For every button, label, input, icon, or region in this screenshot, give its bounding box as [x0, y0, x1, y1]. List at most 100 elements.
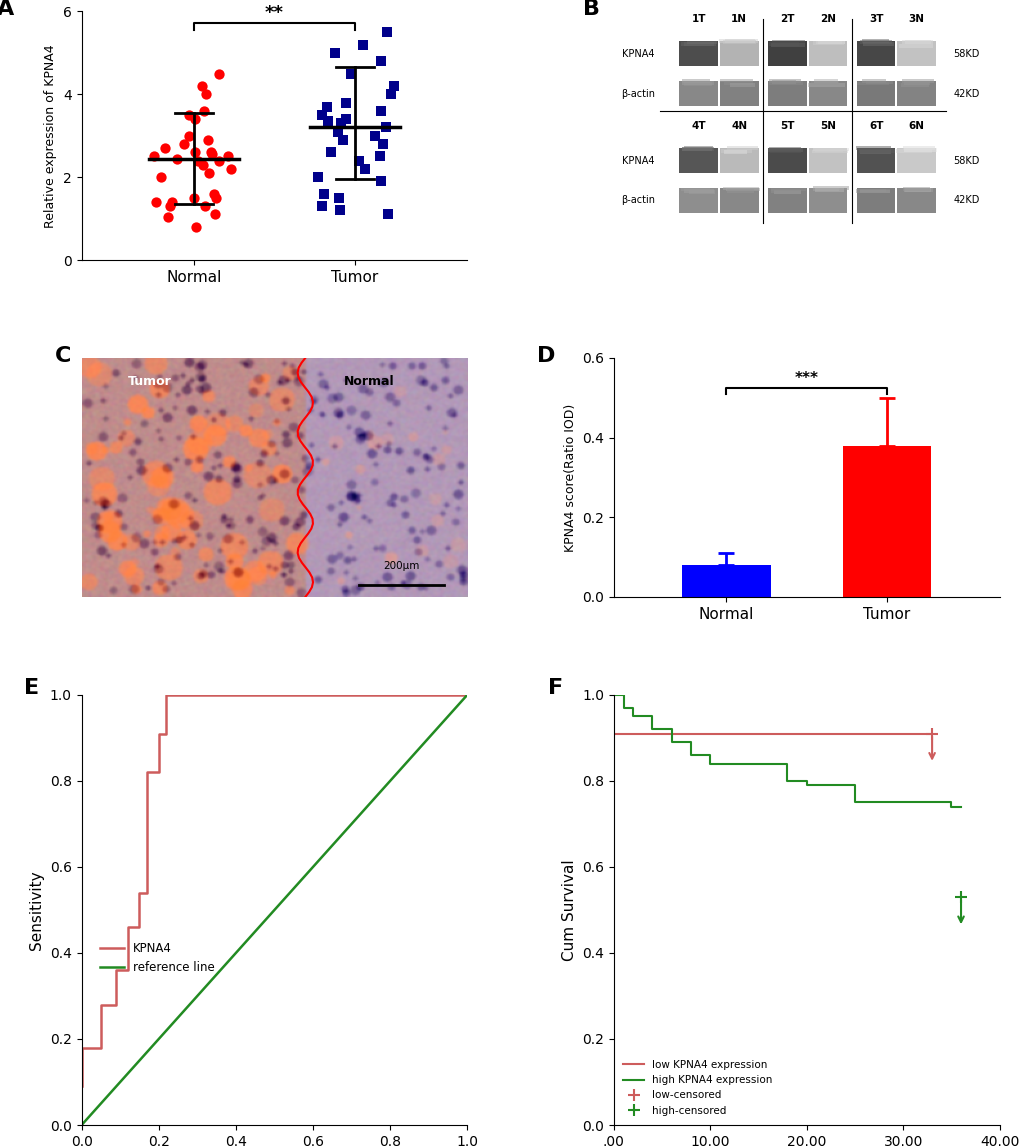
Bar: [897, 148, 935, 173]
Bar: [859, 150, 890, 154]
Bar: [903, 148, 936, 152]
Point: [334, 131, 351, 149]
Text: 2N: 2N: [819, 14, 836, 24]
Bar: [767, 82, 803, 85]
Y-axis label: KPNA4 score(Ratio IOD): KPNA4 score(Ratio IOD): [564, 403, 576, 551]
Text: 58KD: 58KD: [953, 48, 978, 59]
Bar: [688, 189, 714, 194]
Point: [310, 168, 326, 186]
Bar: [901, 79, 933, 83]
Text: KPNA4: KPNA4: [621, 156, 653, 165]
Point: [219, 147, 235, 165]
Point: [373, 172, 389, 191]
Bar: [842, 445, 930, 597]
Bar: [679, 82, 717, 106]
Bar: [858, 149, 895, 153]
Bar: [684, 189, 713, 193]
Bar: [719, 82, 758, 106]
Bar: [859, 189, 890, 194]
Bar: [813, 79, 837, 83]
Bar: [767, 148, 802, 152]
Point: [206, 185, 222, 203]
KPNA4: [160, 688, 172, 701]
Point: [332, 201, 348, 219]
Point: [222, 160, 238, 178]
Point: [377, 118, 393, 137]
Line: high KPNA4 expression: high KPNA4 expression: [613, 695, 960, 807]
Bar: [719, 148, 758, 173]
Bar: [898, 44, 931, 47]
KPNA4: [210, 688, 222, 701]
Bar: [723, 82, 753, 85]
Bar: [683, 42, 713, 46]
Point: [153, 168, 169, 186]
Text: β-actin: β-actin: [621, 88, 655, 99]
Point: [195, 156, 211, 174]
Bar: [812, 188, 839, 192]
Bar: [682, 147, 713, 152]
KPNA4: [121, 921, 133, 934]
Bar: [726, 188, 759, 192]
Point: [322, 144, 338, 162]
high KPNA4 expression: [607, 688, 620, 701]
Text: 5N: 5N: [819, 121, 836, 131]
Bar: [769, 149, 800, 154]
Point: [211, 152, 227, 170]
Text: 42KD: 42KD: [953, 195, 978, 205]
Point: [204, 145, 220, 163]
KPNA4: [153, 766, 165, 779]
Bar: [815, 40, 841, 45]
KPNA4: [75, 1041, 88, 1055]
Point: [342, 64, 359, 83]
Bar: [720, 149, 751, 153]
Text: 5T: 5T: [780, 121, 794, 131]
Bar: [722, 187, 759, 191]
Bar: [903, 188, 929, 192]
Bar: [814, 149, 842, 153]
Bar: [725, 39, 757, 42]
Point: [315, 185, 331, 203]
Text: E: E: [23, 677, 39, 698]
Bar: [856, 82, 889, 85]
Text: 2T: 2T: [780, 14, 794, 24]
Point: [373, 52, 389, 70]
KPNA4: [133, 886, 146, 900]
Point: [355, 36, 371, 54]
Bar: [681, 82, 713, 85]
Bar: [727, 147, 758, 150]
KPNA4: [141, 886, 153, 900]
Bar: [856, 41, 895, 67]
KPNA4: [153, 727, 165, 740]
Point: [194, 77, 210, 95]
Bar: [767, 148, 806, 173]
Point: [200, 131, 216, 149]
Text: 6T: 6T: [868, 121, 882, 131]
Point: [181, 126, 198, 145]
Point: [190, 152, 206, 170]
Bar: [723, 150, 747, 154]
Point: [162, 197, 178, 216]
Bar: [859, 40, 891, 44]
Point: [208, 188, 224, 207]
Point: [375, 134, 391, 153]
Bar: [768, 42, 798, 46]
Point: [314, 106, 330, 124]
Bar: [903, 146, 934, 149]
KPNA4: [121, 963, 133, 977]
Bar: [767, 41, 806, 67]
Text: D: D: [536, 346, 554, 366]
KPNA4: [75, 1079, 88, 1093]
Bar: [807, 84, 844, 87]
Point: [196, 102, 212, 121]
high KPNA4 expression: [684, 748, 696, 762]
Bar: [683, 146, 712, 149]
Point: [337, 93, 354, 111]
Bar: [808, 41, 847, 67]
Bar: [730, 83, 754, 86]
Bar: [855, 189, 889, 193]
KPNA4: [95, 998, 107, 1011]
Point: [198, 85, 214, 103]
Bar: [719, 41, 758, 67]
Legend: low KPNA4 expression, high KPNA4 expression, low-censored, high-censored: low KPNA4 expression, high KPNA4 express…: [619, 1056, 776, 1119]
KPNA4: [110, 963, 122, 977]
